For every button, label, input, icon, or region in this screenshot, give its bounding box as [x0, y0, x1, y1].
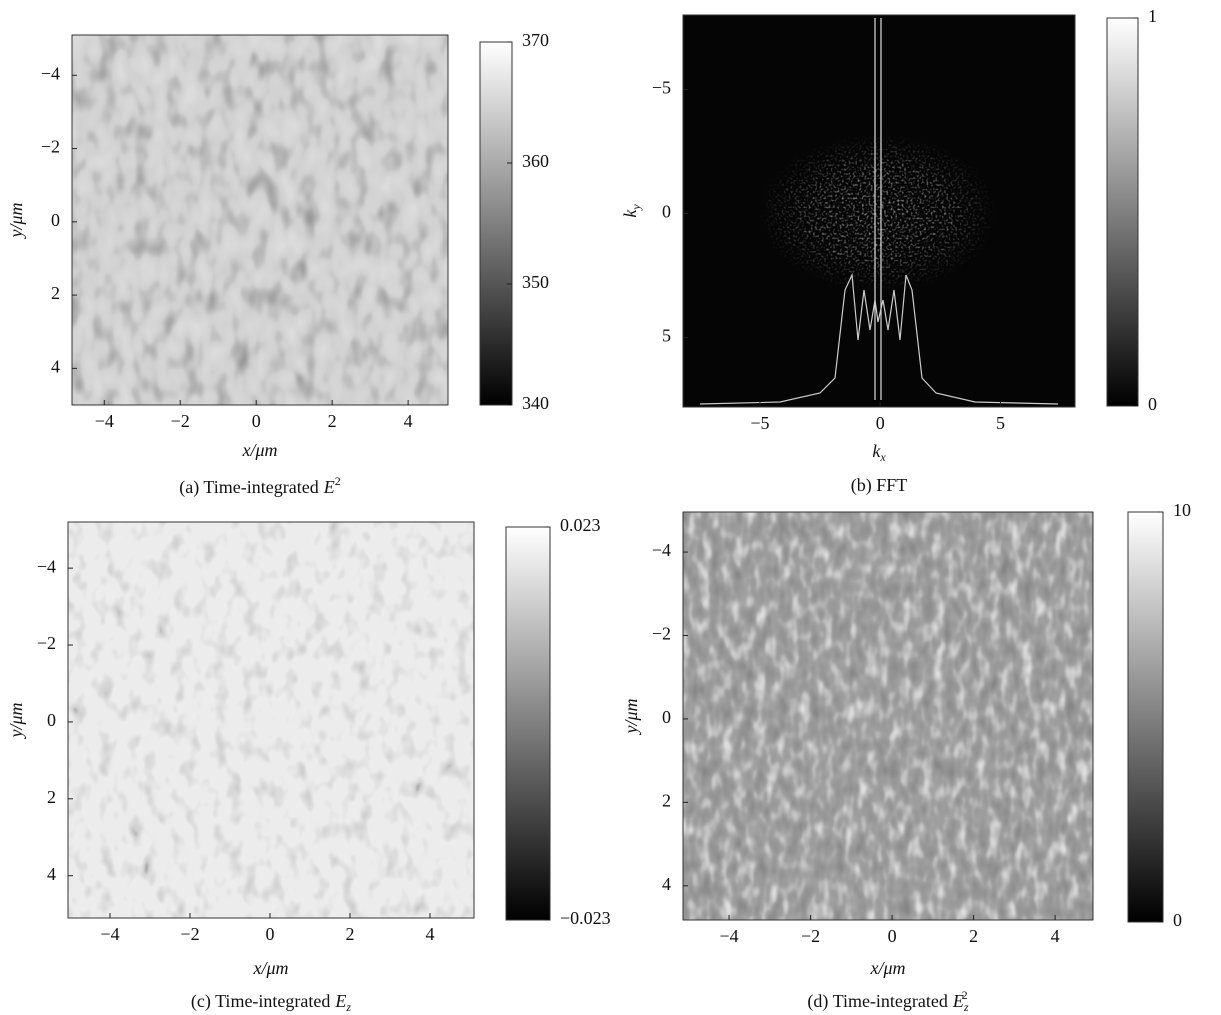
- x-tick-label: 0: [266, 924, 275, 944]
- y-tick-label: 2: [51, 283, 60, 303]
- x-tick-label: −2: [180, 924, 199, 944]
- colorbar-tick-label: 10: [1173, 500, 1191, 520]
- plot-frame: [67, 521, 475, 919]
- x-axis-label-text: x/μm: [252, 958, 288, 978]
- caption-sub: z: [963, 1000, 969, 1014]
- x-axis-label: x/μm: [869, 958, 905, 978]
- x-axis-label: x/μm: [241, 440, 277, 460]
- caption-text: (d) Time-integrated: [807, 991, 947, 1012]
- y-axis-label-sub: y: [629, 204, 643, 211]
- x-tick-label: 0: [888, 926, 897, 946]
- x-tick-label: −4: [719, 926, 738, 946]
- x-tick-label: 5: [996, 413, 1005, 433]
- x-tick-label: 4: [404, 411, 413, 431]
- x-tick-label: −5: [750, 413, 769, 433]
- y-axis-label-text: y/μm: [6, 202, 26, 239]
- x-axis-label-text: x/μm: [869, 958, 905, 978]
- plot-frame: [682, 14, 1076, 408]
- x-tick-label: −2: [801, 926, 820, 946]
- caption: (a) Time-integrated E2: [179, 474, 340, 498]
- y-tick-label: 2: [662, 790, 671, 810]
- x-tick-label: 0: [252, 411, 261, 431]
- y-axis-label: ky: [620, 204, 643, 218]
- y-tick-label: −5: [652, 78, 671, 98]
- caption: (b) FFT: [851, 475, 908, 496]
- x-tick-label: 4: [426, 924, 435, 944]
- colorbar: [505, 526, 551, 921]
- colorbar-tick-label: −0.023: [560, 908, 611, 928]
- y-tick-label: 0: [47, 710, 56, 730]
- y-tick-label: 4: [47, 864, 56, 884]
- y-tick-label: −4: [652, 540, 671, 560]
- y-tick-label: −2: [37, 633, 56, 653]
- caption-text: (c) Time-integrated: [191, 991, 330, 1012]
- caption-text: (b) FFT: [851, 475, 908, 496]
- y-axis-label: y/μm: [6, 202, 26, 239]
- colorbar-tick-label: 0: [1148, 394, 1157, 414]
- y-tick-label: 5: [662, 326, 671, 346]
- colorbar: [1127, 511, 1164, 923]
- x-tick-label: −4: [100, 924, 119, 944]
- y-tick-label: 2: [47, 787, 56, 807]
- y-tick-label: 0: [662, 707, 671, 727]
- y-axis-label-text: y/μm: [621, 698, 641, 735]
- y-tick-label: −4: [41, 63, 60, 83]
- colorbar: [1106, 17, 1139, 407]
- x-axis-label: kx: [872, 441, 886, 464]
- y-tick-label: −2: [41, 137, 60, 157]
- x-tick-label: −2: [171, 411, 190, 431]
- colorbar-tick-label: 1: [1148, 6, 1157, 26]
- caption: (c) Time-integrated Ez: [191, 991, 351, 1014]
- x-axis-label: x/μm: [252, 958, 288, 978]
- y-axis-label-text: y/μm: [6, 702, 26, 739]
- x-tick-label: 2: [328, 411, 337, 431]
- caption-text: (a) Time-integrated: [179, 477, 318, 498]
- caption: (d) Time-integrated Ez2: [807, 988, 968, 1014]
- colorbar-tick-label: 350: [522, 272, 549, 292]
- x-tick-label: 0: [876, 413, 885, 433]
- caption-symbol: E: [323, 477, 335, 497]
- x-tick-label: 4: [1051, 926, 1060, 946]
- x-axis-label-sub: x: [879, 450, 886, 464]
- x-axis-label-text: x/μm: [241, 440, 277, 460]
- colorbar-tick-label: 0: [1173, 910, 1182, 930]
- colorbar-tick-label: 340: [522, 393, 549, 413]
- x-axis-label-text: k: [872, 441, 881, 461]
- y-axis-label: y/μm: [621, 698, 641, 735]
- caption-symbol: E: [952, 991, 964, 1011]
- plot-frame: [71, 34, 449, 406]
- x-tick-label: 2: [969, 926, 978, 946]
- y-axis-label-text: k: [620, 209, 640, 218]
- colorbar-tick-label: 370: [522, 30, 549, 50]
- x-tick-label: −4: [95, 411, 114, 431]
- caption-symbol: E: [334, 991, 346, 1011]
- caption-sup: 2: [962, 988, 968, 1002]
- x-tick-label: 2: [346, 924, 355, 944]
- y-tick-label: 4: [51, 356, 60, 376]
- colorbar-tick-label: 360: [522, 151, 549, 171]
- y-tick-label: 0: [662, 202, 671, 222]
- colorbar-tick-label: 0.023: [560, 515, 601, 535]
- image-texture: [68, 15, 1093, 920]
- caption-sub: z: [345, 1000, 351, 1014]
- y-tick-label: −4: [37, 556, 56, 576]
- y-tick-label: 4: [662, 874, 671, 894]
- y-tick-label: −2: [652, 624, 671, 644]
- y-tick-label: 0: [51, 210, 60, 230]
- colorbar: [479, 41, 513, 406]
- caption-sup: 2: [335, 474, 341, 488]
- plot-frame: [682, 511, 1094, 921]
- y-axis-label: y/μm: [6, 702, 26, 739]
